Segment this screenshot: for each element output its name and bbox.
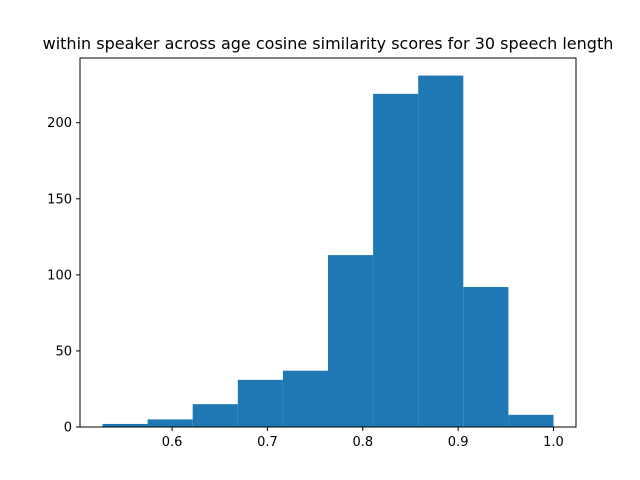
- x-tick-label: 1.0: [543, 435, 564, 450]
- y-tick-label: 100: [47, 268, 72, 283]
- x-tick-label: 0.6: [162, 435, 183, 450]
- plot-frame: [79, 57, 577, 428]
- histogram-bar: [328, 255, 374, 427]
- histogram-bar: [237, 379, 283, 427]
- x-tick-label: 0.8: [352, 435, 373, 450]
- x-tick-label: 0.9: [448, 435, 469, 450]
- chart-title: within speaker across age cosine similar…: [43, 34, 614, 53]
- histogram-bar: [192, 404, 238, 427]
- histogram-bar: [418, 75, 464, 428]
- y-tick-label: 200: [47, 116, 72, 131]
- y-tick-label: 50: [55, 344, 72, 359]
- histogram-bar: [102, 423, 148, 427]
- y-tick-label: 150: [47, 192, 72, 207]
- histogram-bar: [508, 414, 554, 427]
- y-axis-ticks: 0 50 100 150 200: [47, 116, 80, 436]
- bars-group: [102, 75, 554, 428]
- histogram-bar: [147, 419, 193, 427]
- x-tick-label: 0.7: [257, 435, 278, 450]
- histogram-bar: [282, 370, 328, 427]
- y-tick-label: 0: [64, 421, 72, 436]
- histogram-bar: [373, 93, 419, 428]
- x-axis-ticks: 0.6 0.7 0.8 0.9 1.0: [162, 427, 564, 450]
- histogram-bar: [463, 287, 509, 427]
